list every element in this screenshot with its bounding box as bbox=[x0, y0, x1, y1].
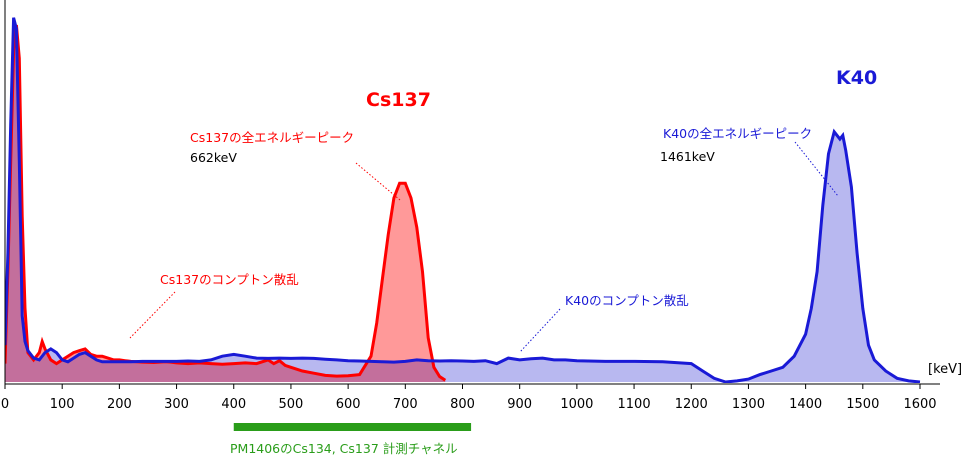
x-tick-label-1300: 1300 bbox=[732, 397, 765, 412]
cs-compton-leader bbox=[129, 291, 176, 339]
x-tick-label-0: 0 bbox=[1, 397, 9, 412]
x-tick-label-600: 600 bbox=[336, 397, 361, 412]
cs137-area-fill bbox=[5, 25, 446, 382]
x-tick-label-900: 900 bbox=[507, 397, 532, 412]
x-ticks: 0 100 200 300 400 500 600 700 800 900 1000 1100 1200… bbox=[1, 384, 937, 412]
measurement-channel-band bbox=[233, 423, 472, 431]
x-tick-label-700: 700 bbox=[393, 397, 418, 412]
x-tick-label-500: 500 bbox=[279, 397, 304, 412]
x-tick-label-1100: 1100 bbox=[618, 397, 651, 412]
cs-peak-energy: 662keV bbox=[190, 150, 237, 165]
cs-peak-label: Cs137の全エネルギーピーク bbox=[190, 130, 354, 145]
x-tick-label-200: 200 bbox=[107, 397, 132, 412]
k40-line bbox=[5, 17, 921, 383]
series-fills bbox=[5, 17, 920, 382]
k-peak-energy: 1461keV bbox=[660, 149, 715, 164]
k-compton-leader bbox=[519, 308, 561, 353]
x-tick-label-400: 400 bbox=[221, 397, 246, 412]
x-tick-label-300: 300 bbox=[164, 397, 189, 412]
x-tick-label-1200: 1200 bbox=[675, 397, 708, 412]
cs-compton-label: Cs137のコンプトン散乱 bbox=[160, 272, 299, 287]
k-compton-label: K40のコンプトン散乱 bbox=[565, 293, 689, 308]
cs-peak-leader bbox=[355, 162, 401, 201]
x-tick-label-100: 100 bbox=[50, 397, 75, 412]
x-tick-label-1500: 1500 bbox=[846, 397, 879, 412]
x-tick-label-1400: 1400 bbox=[789, 397, 822, 412]
series-lines bbox=[5, 17, 921, 383]
x-tick-label-1600: 1600 bbox=[903, 397, 936, 412]
k-peak-label: K40の全エネルギーピーク bbox=[663, 126, 812, 141]
k40-title: K40 bbox=[836, 67, 877, 89]
x-unit-label: [keV] bbox=[928, 362, 962, 377]
k-peak-leader bbox=[794, 141, 839, 197]
k40-area-fill bbox=[5, 17, 920, 382]
x-tick-label-800: 800 bbox=[450, 397, 475, 412]
x-tick-label-1000: 1000 bbox=[560, 397, 593, 412]
leader-lines bbox=[129, 141, 839, 353]
cs137-title: Cs137 bbox=[366, 89, 431, 111]
measurement-channel-label: PM1406のCs134, Cs137 計測チャネル bbox=[230, 441, 458, 456]
